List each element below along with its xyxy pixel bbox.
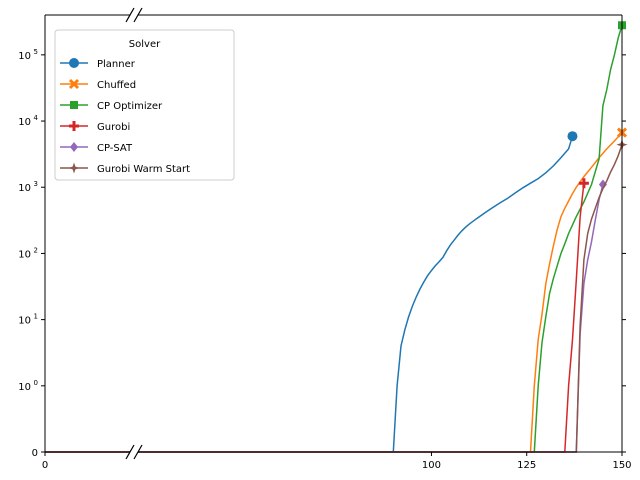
- axis-break-mark-bottom-0: [125, 444, 135, 460]
- x-tick-label: 125: [517, 460, 536, 471]
- y-tick-label: 10: [18, 249, 31, 260]
- legend-marker-gurobi: [69, 121, 79, 131]
- y-tick-exponent: 1: [34, 313, 38, 321]
- axis-break-mark-bottom-1: [133, 444, 143, 460]
- series-line-chuffed-b: [138, 132, 623, 453]
- x-tick-label: 0: [42, 460, 48, 471]
- y-tick-exponent: 4: [34, 114, 39, 122]
- y-tick-exponent: 2: [34, 246, 38, 254]
- y-tick-label: 10: [18, 316, 31, 327]
- legend-marker-cp-optimizer: [70, 101, 78, 109]
- legend-marker-planner: [69, 58, 79, 68]
- series-marker-cp-sat: [598, 179, 607, 190]
- legend-label-cp-sat: CP-SAT: [97, 143, 133, 154]
- y-tick-label: 10: [18, 183, 31, 194]
- y-tick-label: 10: [18, 117, 31, 128]
- y-tick-label: 0: [32, 448, 38, 459]
- legend-label-gurobi: Gurobi: [97, 122, 130, 133]
- legend-marker-cp-sat: [70, 142, 78, 152]
- x-tick-label: 150: [612, 460, 631, 471]
- y-tick-exponent: 3: [34, 180, 38, 188]
- series-line-cp-optimizer-b: [138, 25, 623, 453]
- legend-label-cp-optimizer: CP Optimizer: [97, 101, 163, 112]
- y-tick-label: 10: [18, 51, 31, 62]
- series-marker-planner: [567, 131, 578, 142]
- legend-box: [54, 29, 235, 181]
- y-tick-exponent: 0: [34, 379, 38, 387]
- x-tick-label: 100: [422, 460, 441, 471]
- series-line-planner-b: [138, 135, 574, 453]
- axis-break-mark-top-0: [125, 7, 135, 23]
- series-marker-gurobi: [578, 178, 589, 189]
- legend-label-planner: Planner: [97, 59, 136, 70]
- legend: Solver Planner Chuffed CP Optimizer Gurobi CP…: [54, 29, 235, 181]
- legend-marker-gurobi-warm-start: [68, 162, 80, 174]
- series-line-gurobi-warm-start-b: [138, 144, 623, 453]
- legend-marker-chuffed: [68, 78, 80, 90]
- legend-label-gurobi-warm-start: Gurobi Warm Start: [97, 164, 190, 175]
- y-tick-label: 10: [18, 382, 31, 393]
- legend-label-chuffed: Chuffed: [97, 80, 136, 91]
- axis-break-mark-top-1: [133, 7, 143, 23]
- y-tick-exponent: 5: [34, 48, 38, 56]
- legend-title: Solver: [129, 39, 161, 50]
